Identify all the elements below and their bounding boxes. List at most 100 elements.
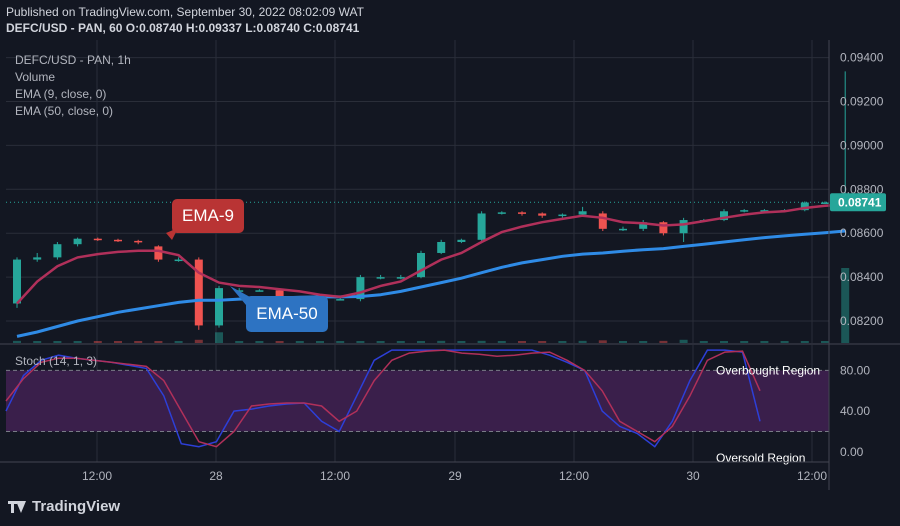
volume-bar <box>174 341 183 343</box>
stoch-tick-label: 80.00 <box>840 363 870 377</box>
tradingview-brand[interactable]: TradingView <box>8 498 120 515</box>
price-tick-label: 0.08800 <box>840 182 884 196</box>
volume-bar <box>679 339 688 343</box>
volume-bar <box>518 341 526 343</box>
brand-label: TradingView <box>32 498 121 515</box>
stoch-tick-label: 40.00 <box>840 404 870 418</box>
volume-bar <box>417 341 425 343</box>
volume-bar <box>356 341 365 343</box>
time-tick-label: 29 <box>448 469 462 483</box>
oversold-label: Oversold Region <box>716 451 805 465</box>
candle-body <box>13 259 21 304</box>
candle-body <box>174 259 183 262</box>
volume-bar <box>215 332 223 343</box>
volume-bar <box>578 340 587 343</box>
volume-bar <box>437 340 446 343</box>
price-tick-label: 0.08200 <box>840 314 884 328</box>
last-price-tag-label: 0.08741 <box>838 195 882 209</box>
stoch-band <box>6 370 829 432</box>
volume-bar <box>639 341 648 343</box>
legend-stoch: Stoch (14, 1, 3) <box>15 354 98 368</box>
volume-bar <box>457 341 466 343</box>
stoch-panel: Overbought Region Oversold Region <box>0 343 900 465</box>
volume-bar <box>73 341 82 343</box>
ema50-callout-pointer <box>230 286 250 305</box>
volume-bar <box>477 340 486 343</box>
candle-body <box>679 220 688 234</box>
volume-bar <box>114 341 122 343</box>
volume-bar <box>235 341 244 343</box>
volume-bar <box>396 341 405 343</box>
volume-bar <box>154 341 163 343</box>
candle-body <box>336 299 345 301</box>
volume-bar <box>760 341 769 343</box>
volume-bar <box>497 341 506 343</box>
stoch-k-line <box>5 349 761 448</box>
candle-body <box>134 240 143 243</box>
candle-body <box>477 213 486 240</box>
candle-body <box>437 242 446 253</box>
volume-bar <box>376 341 385 343</box>
volume-bar <box>780 341 789 343</box>
time-tick-label: 12:00 <box>559 469 589 483</box>
candle-body <box>33 257 42 260</box>
volume-bar <box>619 341 627 343</box>
ema-lines <box>16 203 846 338</box>
candle-body <box>720 211 728 221</box>
last-price-tag <box>830 193 886 212</box>
candle-body <box>578 211 587 215</box>
time-tick-label: 12:00 <box>82 469 112 483</box>
ema9-callout: EMA-9 <box>172 199 244 233</box>
axes: 0.08200 0.08400 0.08600 0.08800 0.09000 0.092… <box>0 40 886 490</box>
candle-body <box>457 239 466 242</box>
overbought-label: Overbought Region <box>716 363 820 377</box>
candle-body <box>659 222 668 234</box>
volume-bar <box>13 340 21 343</box>
price-tick-label: 0.09200 <box>840 94 884 108</box>
symbol-ohlc-line: DEFC/USD - PAN, 60 O:0.08740 H:0.09337 L… <box>6 21 360 35</box>
volume-bar <box>659 340 668 343</box>
volume-bar <box>134 341 143 343</box>
stoch-tick-label: 0.00 <box>840 445 864 459</box>
ema50-callout: EMA-50 <box>246 296 328 332</box>
candle-body <box>396 277 405 279</box>
volume-bar <box>800 341 809 343</box>
volume-bar <box>699 341 708 343</box>
volume-bar <box>93 341 102 343</box>
volume-bar <box>336 341 345 343</box>
legend-volume: Volume <box>15 70 56 84</box>
candle-body <box>417 252 425 278</box>
candle-body <box>154 246 163 260</box>
legend-ema50: EMA (50, close, 0) <box>15 104 114 118</box>
time-tick-label: 12:00 <box>320 469 350 483</box>
ema9-line <box>16 203 846 305</box>
price-tick-label: 0.08400 <box>840 270 884 284</box>
candle-body <box>538 213 547 216</box>
candle-body <box>558 214 567 217</box>
candle-body <box>800 202 809 211</box>
published-note: Published on TradingView.com, September … <box>6 5 364 19</box>
candle-body <box>376 277 385 279</box>
volume-bar <box>720 341 728 343</box>
candle-body <box>194 259 203 326</box>
candle-body <box>821 202 829 204</box>
candle-body <box>53 244 62 258</box>
candle-body <box>255 290 264 292</box>
volume-bar <box>740 341 749 343</box>
candle-body <box>235 290 244 292</box>
price-tick-label: 0.09000 <box>840 138 884 152</box>
tradingview-logo-icon <box>8 500 26 513</box>
volume-bar <box>33 341 42 343</box>
price-tick-label: 0.09400 <box>840 51 884 65</box>
price-tick-label: 0.08600 <box>840 226 884 240</box>
volume-bar <box>821 341 829 343</box>
stoch-d-line <box>5 349 761 448</box>
candle-body <box>619 228 627 231</box>
volume-bar <box>841 268 850 343</box>
time-tick-label: 30 <box>686 469 700 483</box>
candle-body <box>760 210 769 212</box>
volume-bar <box>53 341 62 343</box>
volume-bar <box>255 341 264 343</box>
legend-ema9: EMA (9, close, 0) <box>15 87 107 101</box>
